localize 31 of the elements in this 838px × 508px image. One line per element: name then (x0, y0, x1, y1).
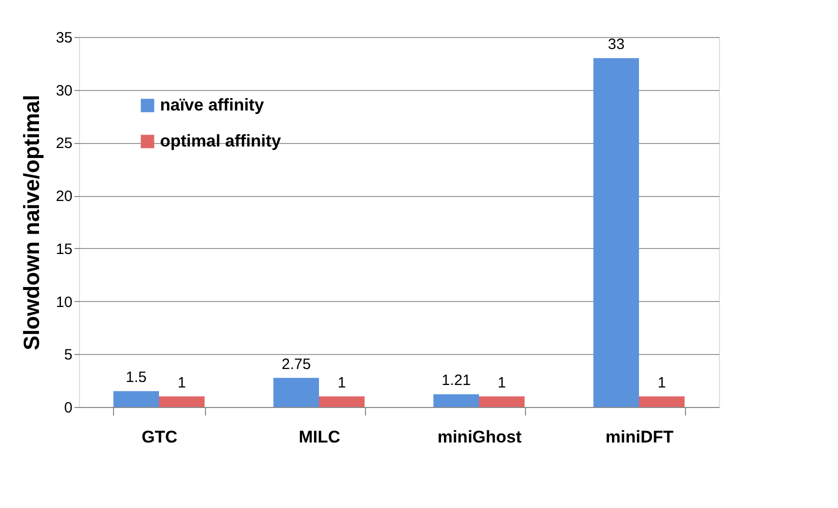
y-tick-label: 35 (56, 30, 72, 46)
data-label: 1.5 (126, 369, 147, 386)
x-tick-label: MILC (298, 428, 340, 446)
bar (113, 391, 159, 407)
bar (433, 394, 479, 407)
legend-label: optimal affinity (160, 132, 282, 150)
bar (273, 378, 319, 407)
x-tick-label: miniDFT (606, 428, 674, 446)
y-tick-label: 10 (56, 294, 72, 311)
data-label: 1 (658, 374, 666, 392)
bar (159, 396, 205, 407)
data-label: 2.75 (282, 356, 311, 373)
data-label: 1 (178, 374, 186, 392)
data-label: 33 (608, 36, 625, 54)
data-label: 1 (338, 374, 346, 392)
data-label: 1 (498, 374, 506, 392)
y-tick-label: 0 (64, 400, 72, 416)
x-tick-label: miniGhost (437, 428, 522, 446)
y-tick-label: 20 (56, 188, 72, 206)
y-tick-label: 15 (56, 240, 72, 258)
x-tick-label: GTC (142, 428, 178, 446)
y-tick-label: 25 (56, 135, 72, 152)
y-tick-label: 30 (56, 82, 72, 100)
bar (593, 58, 639, 407)
y-axis-title: Slowdown naive/optimal (18, 94, 44, 350)
bar (479, 396, 525, 407)
data-label: 1.21 (442, 372, 471, 390)
bar (639, 396, 685, 407)
y-tick-label: 5 (64, 346, 72, 364)
legend-label: naïve affinity (160, 96, 264, 114)
bar (319, 396, 365, 407)
